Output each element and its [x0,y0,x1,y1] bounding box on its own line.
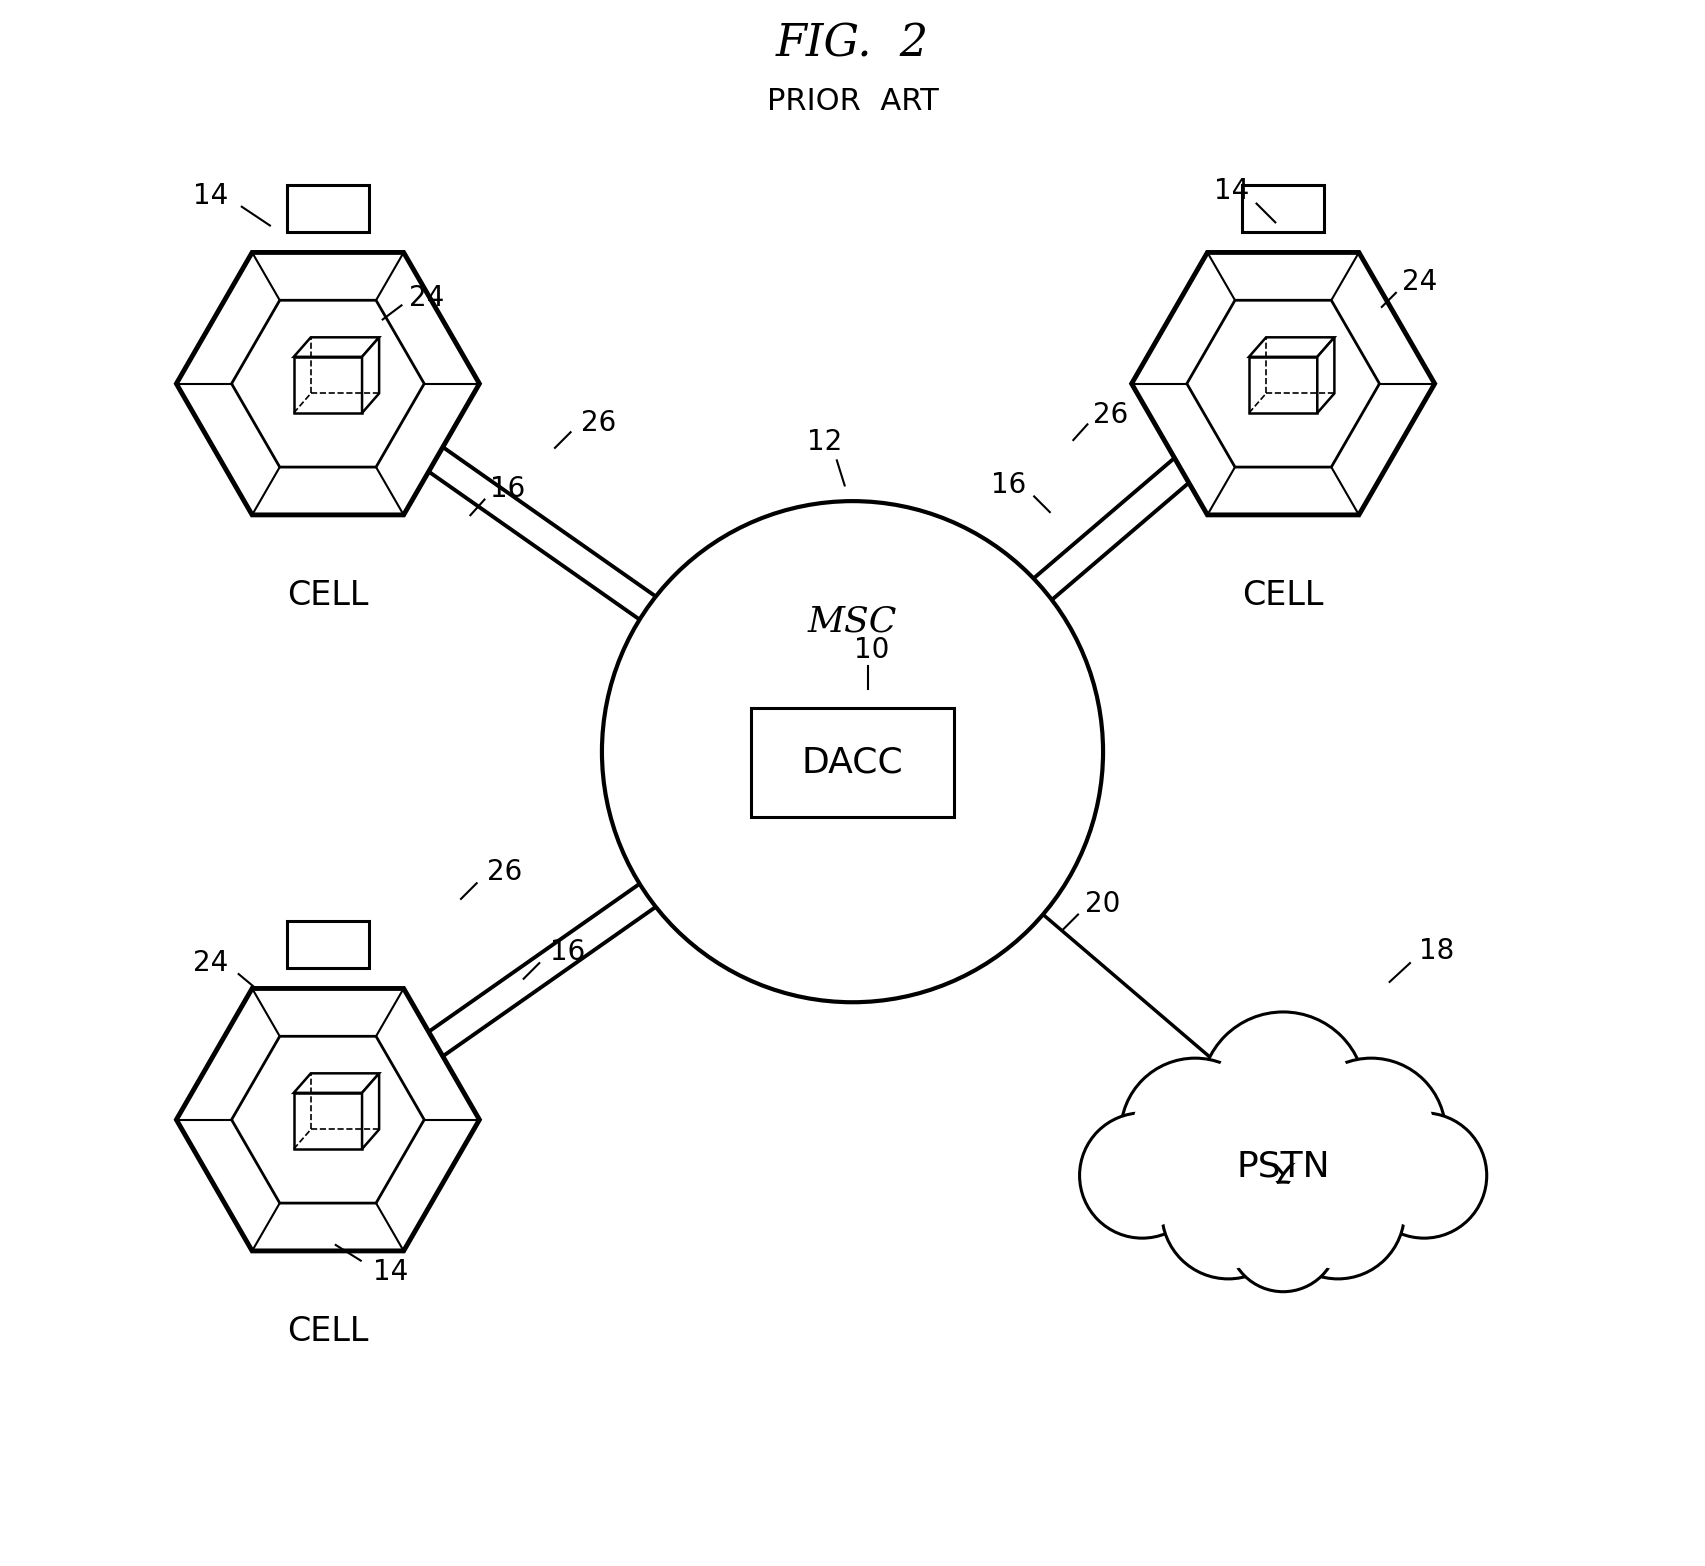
Text: 14: 14 [1214,177,1250,205]
Text: CELL: CELL [1243,578,1323,612]
Text: FIG.  2: FIG. 2 [776,22,929,66]
Polygon shape [286,921,368,968]
Text: 14: 14 [373,1257,407,1286]
Polygon shape [176,252,479,515]
Polygon shape [176,988,479,1251]
Polygon shape [293,1073,379,1093]
Text: MSC: MSC [808,604,897,639]
Polygon shape [1241,185,1325,232]
Text: PSTN: PSTN [1236,1149,1330,1184]
Polygon shape [286,185,368,232]
Polygon shape [361,337,379,413]
Text: 24: 24 [409,283,445,312]
Polygon shape [1132,252,1434,515]
Polygon shape [1250,337,1335,357]
Circle shape [1298,1059,1446,1207]
Circle shape [1171,1156,1286,1268]
Text: 26: 26 [488,858,522,886]
Polygon shape [293,1093,361,1149]
Text: 26: 26 [581,409,617,437]
Circle shape [1362,1113,1487,1239]
Text: 26: 26 [1093,401,1129,429]
Circle shape [1308,1070,1434,1196]
Text: CELL: CELL [286,1314,368,1348]
Circle shape [1120,1059,1270,1207]
Circle shape [1214,1024,1354,1164]
Polygon shape [293,337,379,357]
Circle shape [1282,1156,1395,1268]
Text: 18: 18 [1419,936,1454,965]
Text: DACC: DACC [801,745,904,780]
FancyBboxPatch shape [750,708,955,817]
Text: CELL: CELL [286,578,368,612]
Text: 14: 14 [193,182,228,210]
Text: 20: 20 [1086,889,1120,918]
Circle shape [1079,1113,1205,1239]
Circle shape [1132,1070,1258,1196]
Circle shape [1089,1123,1195,1229]
Polygon shape [361,1073,379,1149]
Text: 24: 24 [193,949,228,977]
Text: 16: 16 [491,474,525,503]
Circle shape [1200,1012,1366,1176]
Text: 16: 16 [551,938,585,966]
Text: 12: 12 [806,428,842,456]
Polygon shape [293,357,361,413]
Text: PRIOR  ART: PRIOR ART [767,88,938,116]
Text: 16: 16 [992,471,1026,500]
Circle shape [1272,1146,1405,1279]
Polygon shape [1318,337,1335,413]
Circle shape [1161,1146,1294,1279]
Circle shape [1228,1182,1338,1292]
Polygon shape [1250,357,1318,413]
Text: 10: 10 [854,636,888,664]
Text: 24: 24 [1402,268,1437,296]
Circle shape [1371,1123,1477,1229]
Circle shape [1236,1190,1330,1284]
Circle shape [602,501,1103,1002]
